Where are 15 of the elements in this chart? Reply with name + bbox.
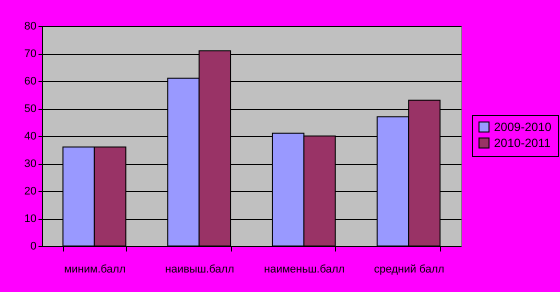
legend-label: 2010-2011 [494,136,551,150]
legend-label: 2009-2010 [494,120,552,134]
y-tick-label: 10 [24,213,36,225]
y-tick-label: 40 [24,130,36,142]
y-tick-label: 70 [24,48,36,60]
y-tick-label: 0 [30,240,36,252]
y-tick-label: 20 [24,186,36,198]
x-tick-label: миним.балл [64,264,126,276]
y-tick-label: 60 [24,76,36,88]
y-tick-label: 50 [24,103,36,115]
x-tick-label: наименьш.балл [264,264,345,276]
y-tick-label: 30 [24,158,36,170]
x-tick-label: средний балл [374,264,444,276]
x-tick-label: наивыш.балл [165,264,234,276]
y-tick-label: 80 [24,20,36,32]
